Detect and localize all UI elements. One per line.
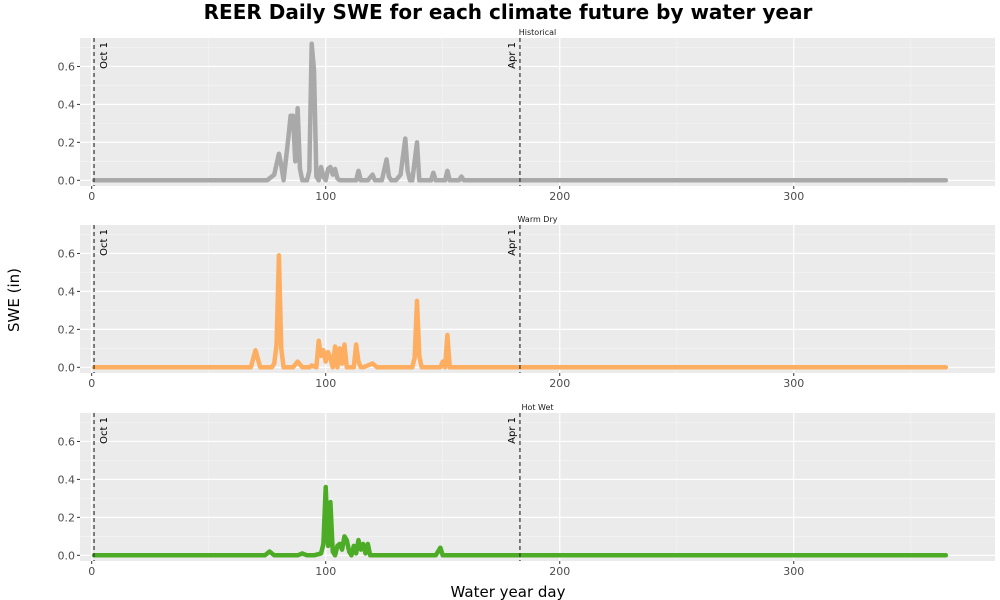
x-tick-label: 300	[783, 190, 804, 203]
x-tick-label: 100	[315, 377, 336, 390]
y-tick-label: 0.6	[58, 60, 76, 73]
reference-line-label: Oct 1	[99, 229, 110, 256]
x-tick-label: 100	[315, 190, 336, 203]
panel-background	[80, 413, 995, 561]
x-tick-label: 0	[88, 565, 95, 578]
x-tick-label: 200	[549, 377, 570, 390]
reference-line-label: Oct 1	[99, 417, 110, 444]
x-tick-label: 0	[88, 377, 95, 390]
series-line	[91, 41, 949, 183]
reference-line-label: Apr 1	[507, 229, 518, 256]
panel-background	[80, 225, 995, 373]
y-tick-label: 0.0	[58, 361, 76, 374]
chart-title: REER Daily SWE for each climate future b…	[204, 0, 813, 24]
y-tick-label: 0.4	[58, 98, 76, 111]
x-tick-label: 200	[549, 565, 570, 578]
series-line	[91, 253, 949, 370]
y-tick-label: 0.0	[58, 174, 76, 187]
y-tick-label: 0.6	[58, 247, 76, 260]
panel-background	[80, 38, 995, 186]
x-tick-label: 0	[88, 190, 95, 203]
panel-hot-wet: Hot Wet 0.0 0.2 0.4 0.6 0 100 200 300 Oct 1 Apr 1	[58, 403, 995, 578]
y-tick-label: 0.2	[58, 323, 76, 336]
y-tick-label: 0.4	[58, 285, 76, 298]
y-tick-label: 0.2	[58, 136, 76, 149]
reference-line-label: Apr 1	[507, 42, 518, 69]
y-tick-label: 0.6	[58, 435, 76, 448]
x-tick-label: 200	[549, 190, 570, 203]
panel-historical: Historical 0.0 0.2 0.4 0.6 0 100 200 300 Oct 1 Apr…	[58, 28, 995, 203]
x-axis-label: Water year day	[451, 583, 566, 600]
panel-strip-label: Historical	[519, 28, 556, 37]
reference-line-label: Oct 1	[99, 42, 110, 69]
panel-warm-dry: Warm Dry 0.0 0.2 0.4 0.6 0 100 200 300 Oct 1 Apr 1	[58, 215, 995, 390]
y-tick-label: 0.4	[58, 473, 76, 486]
x-tick-label: 300	[783, 377, 804, 390]
y-tick-label: 0.0	[58, 549, 76, 562]
panel-strip-label: Warm Dry	[518, 215, 558, 224]
x-tick-label: 300	[783, 565, 804, 578]
series-line	[91, 484, 949, 558]
facet-panels: Historical 0.0 0.2 0.4 0.6 0 100 200 300 Oct 1 Apr…	[58, 28, 995, 578]
x-tick-label: 100	[315, 565, 336, 578]
reference-line-label: Apr 1	[507, 417, 518, 444]
y-tick-label: 0.2	[58, 511, 76, 524]
panel-strip-label: Hot Wet	[521, 403, 553, 412]
y-axis-label: SWE (in)	[5, 268, 23, 332]
